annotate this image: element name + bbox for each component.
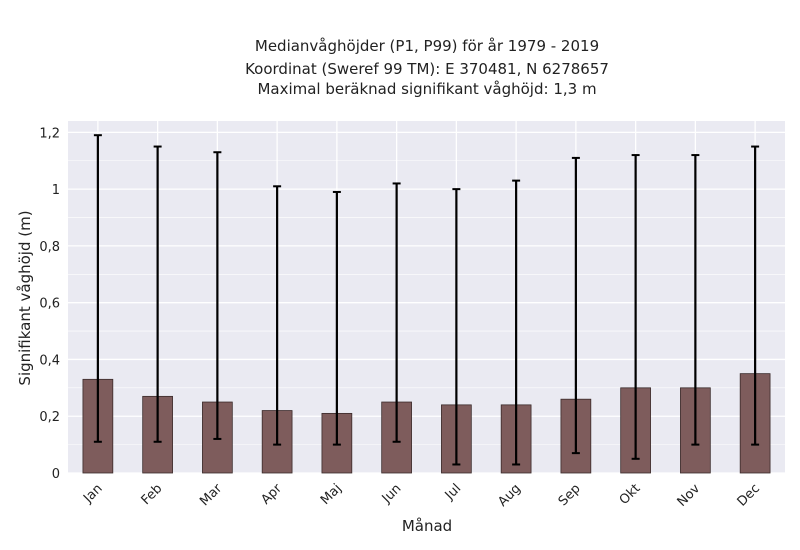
y-tick-label: 1 — [52, 183, 60, 198]
chart-title: Medianvåghöjder (P1, P99) för år 1979 - … — [245, 37, 609, 98]
y-ticks: 0 0,2 0,4 0,6 0,8 1 1,2 — [39, 126, 60, 482]
x-tick-label: Apr — [258, 481, 285, 508]
x-tick-label: Feb — [139, 481, 166, 508]
x-tick-label: Okt — [617, 481, 644, 508]
y-tick-label: 0,2 — [39, 410, 60, 425]
x-tick-label: Jan — [80, 481, 105, 506]
plot-area — [68, 121, 785, 473]
title-line-3: Maximal beräknad signifikant våghöjd: 1,… — [257, 80, 596, 98]
title-line-1: Medianvåghöjder (P1, P99) för år 1979 - … — [255, 37, 599, 55]
x-tick-label: Aug — [495, 481, 524, 510]
error-bars — [93, 134, 760, 466]
x-tick-label: Nov — [675, 481, 704, 510]
x-tick-label: Jun — [379, 481, 405, 507]
x-tick-label: Mar — [197, 481, 225, 509]
x-axis-label: Månad — [402, 517, 452, 535]
y-tick-label: 0 — [52, 467, 60, 482]
y-tick-label: 0,4 — [39, 353, 60, 368]
y-tick-label: 0,8 — [39, 240, 60, 255]
x-tick-label: Sep — [556, 481, 584, 509]
x-tick-label: Maj — [318, 481, 345, 508]
y-tick-label: 1,2 — [39, 126, 60, 141]
x-ticks: Jan Feb Mar Apr Maj Jun Jul Aug Sep Okt Nov Dec — [80, 481, 763, 510]
y-axis-label: Signifikant våghöjd (m) — [16, 210, 34, 385]
title-line-2: Koordinat (Sweref 99 TM): E 370481, N 62… — [245, 60, 609, 78]
x-tick-label: Dec — [735, 481, 763, 509]
y-tick-label: 0,6 — [39, 297, 60, 312]
x-tick-label: Jul — [442, 481, 464, 503]
